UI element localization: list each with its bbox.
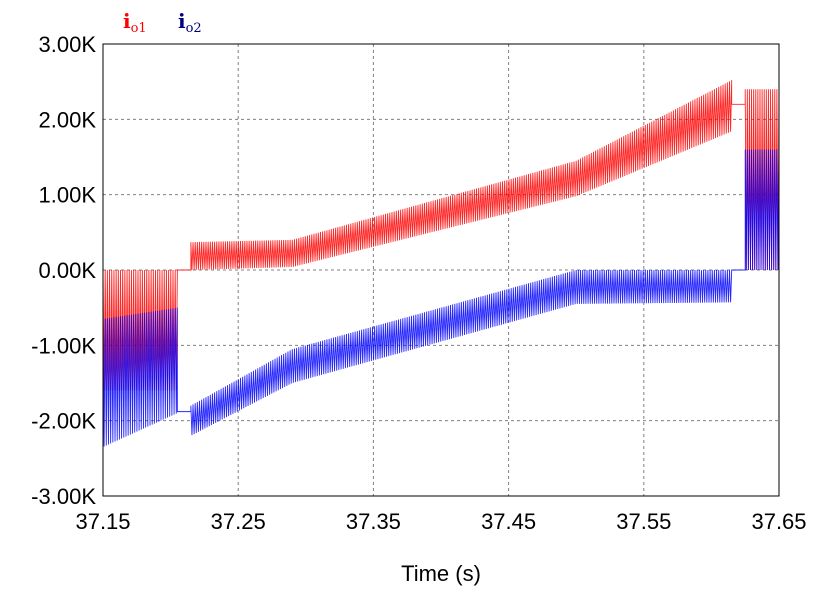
x-tick-label: 37.25 [211,509,266,534]
legend-io2-label: i [178,9,186,33]
series-line-io1 [102,80,780,391]
x-tick-label: 37.15 [75,509,130,534]
x-tick-label: 37.45 [481,509,536,534]
y-tick-labels: 3.00K 2.00K 1.00K 0.00K -1.00K -2.00K -3.00K [31,32,96,509]
y-tick-label: -3.00K [31,484,96,509]
y-tick-label: 1.00K [39,183,97,208]
legend-io1-label: i [123,9,131,33]
y-tick-label: -1.00K [31,333,96,358]
y-tick-label: 2.00K [39,107,97,132]
y-tick-label: -2.00K [31,409,96,434]
legend-entry-io2: io2 [178,9,202,36]
series-line-io2 [102,149,780,447]
legend-io1-subscript: o1 [131,21,147,36]
x-axis-title: Time (s) [401,561,481,586]
legend-io2-subscript: o2 [186,21,202,36]
y-tick-label: 3.00K [39,32,97,57]
x-tick-label: 37.35 [346,509,401,534]
grid-layer [103,44,779,496]
legend: io1 io2 [123,9,202,36]
series-layer [102,80,780,447]
x-tick-label: 37.65 [751,509,806,534]
x-tick-label: 37.55 [616,509,671,534]
legend-entry-io1: io1 [123,9,147,36]
x-tick-labels: 37.15 37.25 37.35 37.45 37.55 37.65 [75,509,806,534]
plot-frame [102,43,780,497]
y-tick-label: 0.00K [39,258,97,283]
